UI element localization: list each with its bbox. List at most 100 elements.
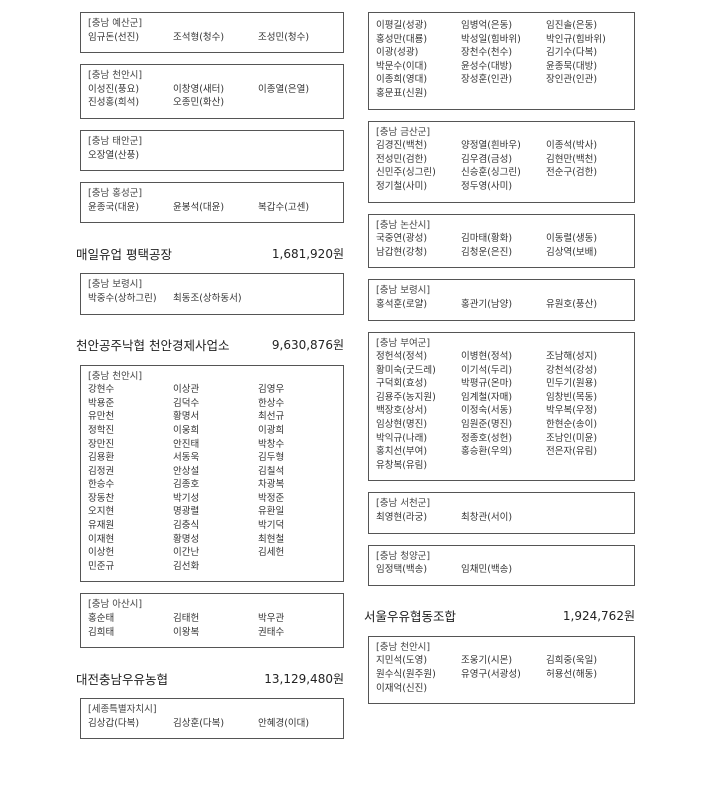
farm-name: 권태수 [258, 626, 285, 638]
farm-name: 김마태(황화) [461, 233, 513, 245]
farm-name: 복갑수(고센) [258, 201, 310, 213]
farm-name: 정종호(성헌) [461, 432, 513, 444]
farm-name: 조성민(청수) [258, 31, 310, 43]
farm-name: 신민주(싱그린) [376, 167, 436, 179]
farm-name: 신승훈(싱그린) [461, 167, 521, 179]
region-label: [충남 청양군] [376, 550, 431, 562]
farm-name: 오장열(산풍) [88, 149, 140, 161]
farm-name: 김상갑(다복) [88, 717, 140, 729]
farm-name: 김종호 [173, 479, 200, 491]
region-box: [충남 부여군] 정헌석(정석) 이병현(정석) 조남해(성지) 황미숙(굿드레) 이기석… [368, 331, 635, 482]
farm-name: 이평길(성광) [376, 20, 428, 31]
farm-name: 임상현(명진) [376, 419, 428, 431]
farm-name: 황명서 [173, 411, 200, 423]
farm-name: 임규돈(선진) [88, 31, 140, 43]
farm-name: 황명성 [173, 533, 200, 545]
farm-name: 김상역(보배) [546, 246, 598, 258]
farm-name: 윤종묵(대방) [546, 60, 598, 72]
farm-name: 허용선(해동) [546, 669, 598, 680]
farm-name: 지민석(도영) [376, 655, 428, 667]
farm-name: 김경진(백천) [376, 140, 428, 152]
farm-name: 차광복 [258, 479, 285, 491]
farm-name: 이간난 [173, 547, 200, 559]
farm-name: 박우복(우정) [546, 405, 598, 417]
farm-name: 홍치선(부여) [376, 446, 428, 458]
region-label: [충남 서천군] [376, 498, 431, 510]
farm-name: 이병현(정석) [461, 351, 513, 363]
farm-name: 임계철(자매) [461, 391, 513, 403]
farm-name: 박창수 [258, 438, 285, 450]
farm-name: 강천석(강성) [546, 364, 598, 376]
region-label: [충남 보령시] [376, 285, 431, 297]
farm-name: 민준규 [88, 560, 115, 572]
farm-name: 박익규(나래) [376, 432, 428, 444]
name-list: 홍석훈(로얄) 홍관기(남양) 유원호(풍산) [376, 298, 628, 312]
farm-name: 박우관 [258, 613, 285, 625]
farm-name: 이종열(은열) [258, 83, 310, 95]
section-heading: 서울우유협동조합 1,924,762원 [364, 606, 635, 626]
supplier-title: 매일유업 평택공장 [76, 246, 172, 262]
region-box: [충남 보령시] 홍석훈(로얄) 홍관기(남양) 유원호(풍산) [368, 279, 635, 321]
name-list: 김상갑(다복) 김상훈(다복) 안혜경(이대) [88, 717, 337, 731]
supplier-amount: 13,129,480원 [264, 671, 344, 686]
supplier-title: 서울우유협동조합 [364, 609, 457, 625]
farm-name: 민두기(원용) [546, 378, 598, 390]
farm-name: 정기철(사미) [376, 180, 428, 192]
region-label: [충남 아산시] [88, 599, 143, 611]
name-list: 오장열(산풍) [88, 149, 337, 163]
region-box: [충남 서천군] 최영현(라궁) 최창관(서이) [368, 492, 635, 534]
region-label: [충남 천안시] [376, 641, 431, 653]
section-heading: 매일유업 평택공장 1,681,920원 [76, 243, 344, 263]
farm-name: 정두영(사미) [461, 180, 513, 192]
section-heading: 대전충남우유농협 13,129,480원 [76, 668, 344, 688]
region-box: [충남 아산시] 홍순태 김태헌 박우관 김희태 이왕복 권태수 [80, 593, 344, 649]
farm-name: 최동조(상하동서) [173, 292, 242, 304]
farm-name: 전순구(검한) [546, 167, 598, 179]
region-label: [충남 태안군] [88, 135, 143, 147]
farm-name: 김희태 [88, 626, 115, 638]
farm-name: 이성진(풍요) [88, 83, 140, 95]
farm-name: 홍순태 [88, 613, 115, 625]
farm-name: 안혜경(이대) [258, 717, 310, 729]
farm-name: 이동렬(생동) [546, 233, 598, 245]
farm-name: 양정열(흰바우) [461, 140, 521, 152]
region-box: [충남 태안군] 오장열(산풍) [80, 129, 344, 172]
farm-name: 이재억(신진) [376, 682, 428, 694]
farm-name: 박용준 [88, 397, 115, 409]
farm-name: 유재원 [88, 520, 115, 532]
farm-name: 이기석(두리) [461, 364, 513, 376]
farm-name: 이상헌 [88, 547, 115, 559]
supplier-title: 대전충남우유농협 [76, 671, 169, 687]
name-list: 김경진(백천) 양정열(흰바우) 이종석(박사) 전성민(검한) 김우겸(금성) 김현만(… [376, 139, 628, 193]
farm-name: 김우겸(금성) [461, 153, 513, 165]
farm-name: 이종희(영대) [376, 74, 428, 86]
farm-name: 김용주(농지원) [376, 391, 436, 403]
farm-name: 이창영(새터) [173, 83, 225, 95]
farm-name: 유만천 [88, 411, 115, 423]
farm-name: 국중연(광성) [376, 233, 428, 245]
farm-name: 구덕회(효성) [376, 378, 428, 390]
farm-name: 임진솔(은동) [546, 20, 598, 31]
farm-name: 홍성만(대룡) [376, 33, 428, 45]
region-box: [충남 천안시] 지민석(도영) 조웅기(시몬) 김희중(욱일) 원수식(원주원) 유영구… [368, 635, 635, 705]
farm-name: 최창관(서이) [461, 512, 513, 524]
farm-name: 박기덕 [258, 520, 285, 532]
farm-name: 조석형(청수) [173, 31, 225, 43]
supplier-amount: 9,630,876원 [271, 338, 344, 353]
farm-name: 홍관기(남양) [461, 298, 513, 310]
name-list: 박중수(상하그린) 최동조(상하동서) [88, 292, 337, 306]
region-label: [충남 홍성군] [88, 188, 143, 200]
farm-name: 이정숙(서동) [461, 405, 513, 417]
farm-name: 원수식(원주원) [376, 669, 436, 680]
farm-name: 김덕수 [173, 397, 200, 409]
farm-name: 정학진 [88, 424, 115, 436]
name-list: 임정택(백송) 임채민(백송) [376, 563, 628, 577]
farm-name: 홍문표(신원) [376, 87, 428, 99]
farm-name: 박문수(이대) [376, 60, 428, 72]
farm-name: 김선화 [173, 560, 200, 572]
region-box: [충남 금산군] 김경진(백천) 양정열(흰바우) 이종석(박사) 전성민(검한) 김우겸… [368, 120, 635, 203]
farm-name: 홍승환(우의) [461, 446, 513, 458]
farm-name: 한승수 [88, 479, 115, 491]
farm-name: 김칠석 [258, 465, 285, 477]
name-list: 최영현(라궁) 최창관(서이) [376, 511, 628, 525]
